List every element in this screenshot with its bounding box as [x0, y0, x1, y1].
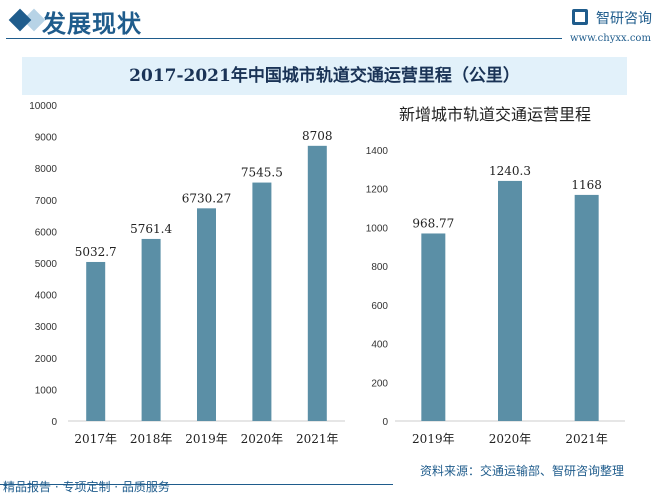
x-tick-label: 2021年	[565, 432, 608, 446]
x-tick-label: 2017年	[74, 432, 117, 446]
title-band	[22, 57, 627, 95]
divider	[6, 38, 562, 39]
bar	[86, 261, 106, 421]
data-label: 1240.3	[489, 164, 531, 178]
x-tick-label: 2019年	[412, 432, 455, 446]
x-tick-label: 2021年	[296, 432, 339, 446]
data-label: 6730.27	[182, 191, 232, 205]
y-tick-label: 1200	[366, 185, 389, 196]
y-tick-label: 7000	[35, 196, 58, 207]
y-tick-label: 10000	[29, 101, 57, 112]
y-tick-label: 4000	[35, 291, 58, 302]
data-label: 5761.4	[130, 222, 172, 236]
logo-text: 智研咨询	[596, 11, 652, 27]
y-tick-label: 200	[371, 378, 388, 389]
logo-url: www.chyxx.com	[570, 33, 651, 44]
footer-slogan: 精品报告 · 专项定制 · 品质服务	[3, 480, 170, 494]
bar	[574, 194, 599, 421]
y-tick-label: 1000	[35, 385, 58, 396]
y-tick-label: 600	[371, 301, 388, 312]
bar	[197, 208, 216, 421]
source-note: 资料来源：交通运输部、智研咨询整理	[420, 464, 625, 478]
y-tick-label: 0	[51, 417, 57, 428]
y-tick-label: 9000	[35, 133, 58, 144]
y-tick-label: 8000	[35, 164, 58, 175]
x-tick-label: 2018年	[130, 432, 173, 446]
y-tick-label: 0	[382, 417, 388, 428]
logo-icon	[572, 9, 588, 25]
bar	[141, 238, 161, 421]
chart-title: 2017-2021年中国城市轨道交通运营里程（公里）	[129, 66, 520, 86]
bar	[252, 182, 272, 421]
y-tick-label: 5000	[35, 259, 58, 270]
bar	[307, 145, 327, 421]
y-tick-label: 1000	[366, 223, 389, 234]
y-tick-label: 1400	[366, 146, 389, 157]
x-tick-label: 2020年	[489, 432, 532, 446]
y-tick-label: 3000	[35, 322, 58, 333]
data-label: 1168	[571, 178, 602, 192]
x-tick-label: 2019年	[185, 432, 228, 446]
y-tick-label: 400	[371, 340, 388, 351]
y-tick-label: 2000	[35, 354, 58, 365]
section-title: 发展现状	[42, 10, 142, 38]
data-label: 8708	[302, 129, 333, 143]
bar	[421, 233, 446, 421]
sub-chart-title: 新增城市轨道交通运营里程	[398, 105, 591, 124]
divider	[0, 484, 393, 485]
data-label: 7545.5	[241, 166, 283, 180]
y-tick-label: 800	[371, 262, 388, 273]
data-label: 968.77	[412, 216, 454, 230]
y-tick-label: 6000	[35, 227, 58, 238]
data-label: 5032.7	[75, 245, 117, 259]
x-tick-label: 2020年	[241, 432, 284, 446]
bar	[498, 180, 522, 421]
